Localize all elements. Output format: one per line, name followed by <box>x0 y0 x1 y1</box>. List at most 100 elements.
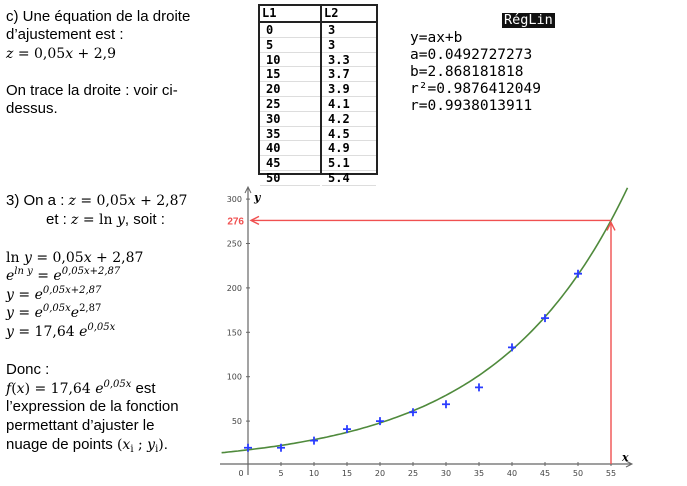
data-point <box>310 436 318 445</box>
table-cell: 3 <box>322 23 376 38</box>
math-segment: ) = 17,64 <box>24 381 96 397</box>
table-cell: 0 <box>260 23 320 38</box>
table-cell: 3.9 <box>322 82 376 97</box>
table-cell: 3 <box>322 38 376 53</box>
fit-curve <box>221 187 629 454</box>
math-segment: . <box>163 436 168 453</box>
derivation-line: y = e0,05xe2,87 <box>6 304 101 322</box>
column-l2: L2 3 3 3.3 3.7 3.9 4.1 4.2 4.5 4.9 5.1 5.4 <box>322 6 376 186</box>
math-segment: = 0,05 <box>75 193 128 209</box>
math-segment: ( <box>11 381 17 397</box>
exponential-fit-chart: x y 0 5 10 15 20 25 30 35 40 45 50 55 50 100 150 200 250 30… <box>220 185 634 478</box>
math-segment: f <box>6 381 12 397</box>
x-tick-label: 45 <box>540 469 550 478</box>
math-segment: x <box>83 250 92 266</box>
math-segment: e <box>6 268 15 284</box>
table-cell: 35 <box>260 127 320 142</box>
exponent: 0,05x+2,87 <box>61 266 121 277</box>
math-segment: = 17,64 <box>13 324 80 340</box>
math-segment: = ln <box>78 212 117 228</box>
table-cell: 10 <box>260 53 320 68</box>
x-tick-label: 30 <box>441 469 451 478</box>
math-segment: e <box>70 305 80 321</box>
y-axis-arrow-icon <box>244 185 252 194</box>
x-tick-label: 15 <box>342 469 352 478</box>
y-tick-label: 200 <box>227 284 242 293</box>
math-segment: ( <box>116 437 123 453</box>
math-segment: y <box>6 305 14 321</box>
table-cell: 5.4 <box>322 171 376 186</box>
reglin-line: y=ax+b <box>410 30 463 46</box>
data-point <box>376 417 384 426</box>
math-segment: y <box>116 212 125 228</box>
math-segment: ln <box>6 250 24 266</box>
data-point <box>475 383 483 392</box>
math-segment: x <box>16 381 25 397</box>
math-segment: , soit : <box>124 211 165 228</box>
math-segment: z <box>68 193 76 209</box>
regression-result-panel: RégLin y=ax+b a=0.0492727273 b=2.868181818… <box>410 12 570 115</box>
x-tick-label: 0 <box>238 469 243 478</box>
x-tick-label: 5 <box>278 469 283 478</box>
table-cell: 45 <box>260 156 320 171</box>
table-cell: 30 <box>260 112 320 127</box>
math-segment: y <box>6 324 14 340</box>
x-tick-label: 20 <box>375 469 385 478</box>
math-segment: e <box>79 324 88 340</box>
math-segment: + 2,87 <box>135 193 188 209</box>
arrow-left-icon <box>249 215 260 226</box>
subscript: i <box>155 444 159 455</box>
table-cell: 5.1 <box>322 156 376 171</box>
x-tick-label: 25 <box>408 469 418 478</box>
math-segment: e <box>34 305 43 321</box>
table-cell: 4.9 <box>322 141 376 157</box>
math-segment: ; <box>133 437 148 453</box>
math-segment: z <box>71 212 79 228</box>
table-cell: 5 <box>260 38 320 53</box>
data-point <box>508 343 516 352</box>
reglin-line: b=2.868181818 <box>410 64 524 80</box>
math-segment: + 2,9 <box>73 46 117 62</box>
math-segment: nuage de points <box>6 436 117 453</box>
exponent: 0,05x <box>87 322 116 333</box>
math-segment: = <box>13 305 35 321</box>
data-point <box>409 408 417 417</box>
exponent: 0,05x <box>103 379 132 390</box>
data-point <box>244 443 252 452</box>
y-axis-label: y <box>253 191 262 204</box>
data-point <box>541 314 549 323</box>
column-header: L2 <box>322 6 376 23</box>
derivation-line: y = e0,05x+2,87 <box>6 286 101 304</box>
math-segment: est <box>131 380 156 397</box>
math-segment: + 2,87 <box>91 250 144 266</box>
y-tick-label: 250 <box>227 240 242 249</box>
table-cell: 40 <box>260 141 320 157</box>
math-segment: 3) On a : <box>6 192 69 209</box>
math-segment: = <box>32 268 54 284</box>
text-line: d’ajustement est : <box>6 26 124 43</box>
math-segment: y <box>147 437 156 453</box>
table-cell: 25 <box>260 97 320 112</box>
math-segment: ) <box>158 437 164 453</box>
math-segment: y <box>6 287 14 303</box>
exponent: 0,05x+2,87 <box>42 285 102 296</box>
table-cell: 15 <box>260 67 320 83</box>
reglin-title: RégLin <box>502 12 555 28</box>
reglin-line: a=0.0492727273 <box>410 47 533 63</box>
math-segment: e <box>53 268 62 284</box>
x-tick-label: 35 <box>474 469 484 478</box>
math-segment: x <box>127 193 136 209</box>
annotation-label: 276 <box>227 216 244 227</box>
math-segment: x <box>65 46 74 62</box>
x-tick-label: 10 <box>309 469 319 478</box>
arrow-up-icon <box>606 220 616 231</box>
y-tick-label: 300 <box>227 195 242 204</box>
text-line: l’expression de la fonction <box>6 398 179 415</box>
text-line: permettant d’ajuster le <box>6 417 155 434</box>
table-cell: 4.1 <box>322 97 376 112</box>
equation-line: nuage de points (xi ; yi). <box>6 436 168 455</box>
table-cell: 20 <box>260 82 320 97</box>
table-cell: 4.2 <box>322 112 376 127</box>
text-line: c) Une équation de la droite <box>6 8 191 25</box>
equation-line: et : z = ln y, soit : <box>46 211 165 229</box>
